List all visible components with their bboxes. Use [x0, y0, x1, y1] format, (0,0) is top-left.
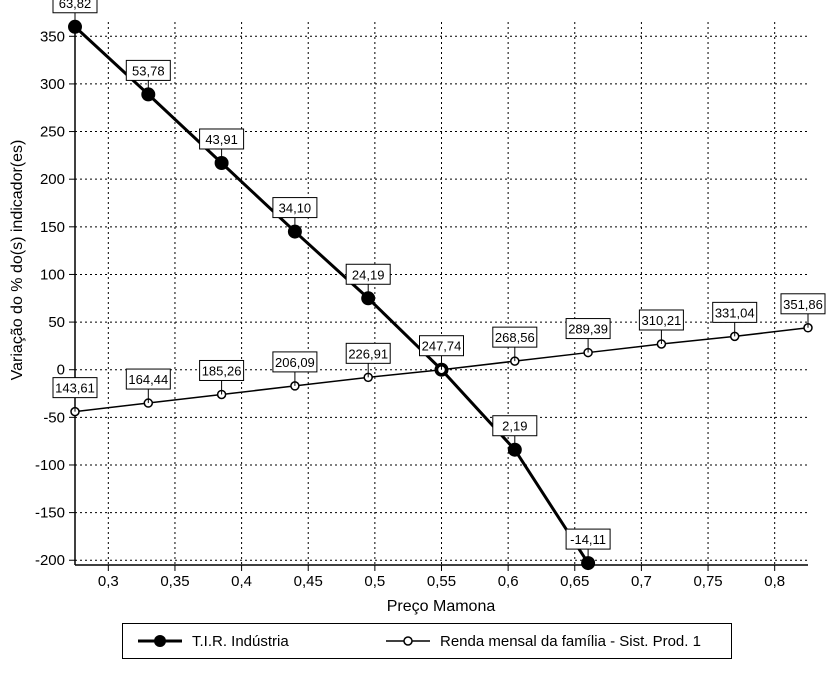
data-label-text: 185,26: [202, 363, 242, 378]
data-label-text: 164,44: [128, 372, 168, 387]
data-label-renda: 226,91: [345, 342, 391, 378]
data-label-box: [125, 59, 171, 81]
data-label-box: [272, 197, 318, 219]
data-label-box: [345, 263, 391, 285]
y-tick-label: 150: [40, 219, 65, 236]
x-tick-label: 0,5: [364, 573, 385, 590]
y-tick-label: 50: [48, 314, 65, 331]
data-label-box: [780, 293, 826, 315]
x-tick-label: 0,8: [764, 573, 785, 590]
data-label-renda: 289,39: [565, 318, 611, 353]
data-label-text: 247,74: [422, 339, 462, 354]
data-label-text: 2,19: [502, 419, 527, 434]
data-label-box: [125, 368, 171, 390]
data-label-box: [492, 326, 538, 348]
x-tick-label: 0,7: [631, 573, 652, 590]
x-tick-label: 0,55: [427, 573, 456, 590]
x-axis-title: Preço Mamona: [387, 598, 496, 615]
data-label-text: 206,09: [275, 355, 315, 370]
y-tick-label: 0: [57, 362, 65, 379]
data-label-tir: 43,91: [199, 128, 245, 163]
data-label-box: [492, 415, 538, 437]
data-label-renda: 143,61: [52, 377, 98, 412]
y-tick-label: -50: [43, 409, 65, 426]
data-label-text: 289,39: [568, 322, 608, 337]
y-tick-label: 300: [40, 76, 65, 93]
data-label-renda: 310,21: [638, 309, 684, 344]
data-label-text: 53,78: [132, 63, 165, 78]
data-label-renda: 247,74: [419, 335, 464, 370]
y-axis-title: Variação do % do(s) indicador(es): [9, 140, 26, 381]
data-label-box: [565, 528, 611, 550]
data-label-box: [272, 351, 318, 373]
data-label-tir: 53,78: [125, 59, 171, 95]
data-label-text: -14,11: [570, 532, 606, 547]
data-label-tir: 24,19: [345, 263, 391, 299]
y-tick-label: 250: [40, 124, 65, 141]
data-label-text: 143,61: [55, 381, 95, 396]
data-label-text: 226,91: [348, 346, 388, 361]
data-label-text: 24,19: [352, 267, 385, 282]
data-label-box: [199, 359, 245, 381]
data-label-text: 310,21: [642, 313, 682, 328]
y-tick-label: -100: [35, 457, 65, 474]
x-tick-label: 0,3: [98, 573, 119, 590]
data-label-text: 63,82: [59, 0, 92, 11]
data-label-text: 331,04: [715, 305, 755, 320]
grid-lines: [75, 22, 808, 565]
data-label-box: [712, 301, 758, 323]
y-tick-label: -200: [35, 552, 65, 569]
data-label-box: [419, 335, 464, 357]
data-label-tir: 63,82: [52, 0, 98, 27]
data-label-renda: 206,09: [272, 351, 318, 386]
x-tick-label: 0,65: [560, 573, 589, 590]
y-tick-label: 350: [40, 28, 65, 45]
data-label-box: [565, 318, 611, 340]
open-circle-marker-icon: [386, 636, 430, 646]
data-label-tir: 2,19: [492, 415, 538, 450]
y-axis-ticks: -200 -150 -100 -50 0 50 100 150 200 250 300 350: [35, 28, 75, 569]
x-tick-label: 0,35: [160, 573, 189, 590]
legend-label-renda: Renda mensal da família - Sist. Prod. 1: [440, 632, 701, 650]
filled-circle-marker-icon: [138, 635, 182, 647]
y-tick-label: 200: [40, 171, 65, 188]
legend-item-renda: Renda mensal da família - Sist. Prod. 1: [386, 624, 701, 658]
data-label-box: [52, 0, 98, 14]
data-label-box: [199, 128, 245, 150]
legend-item-tir: T.I.R. Indústria: [138, 624, 289, 658]
data-label-text: 34,10: [279, 201, 312, 216]
series-layer: [68, 19, 813, 571]
legend-label-tir: T.I.R. Indústria: [192, 632, 289, 650]
x-tick-label: 0,4: [231, 573, 252, 590]
data-label-box: [345, 342, 391, 364]
x-tick-label: 0,75: [693, 573, 722, 590]
series-line-tir: [73, 25, 590, 564]
legend: T.I.R. Indústria Renda mensal da família…: [122, 623, 732, 659]
x-axis-ticks: 0,3 0,35 0,4 0,45 0,5 0,55 0,6 0,65 0,7 0,75 0,8: [98, 565, 785, 590]
data-label-renda: 331,04: [712, 301, 758, 337]
y-tick-label: -150: [35, 505, 65, 522]
x-tick-label: 0,45: [294, 573, 323, 590]
data-label-renda: 185,26: [199, 359, 245, 395]
data-label-tir: -14,11: [565, 528, 611, 564]
data-labels-layer: 63,82 53,78 43,91 34,10 24,19 2,19 -14,11 143,6…: [52, 0, 826, 564]
data-label-text: 268,56: [495, 330, 535, 345]
data-label-renda: 351,86: [780, 293, 826, 328]
data-label-text: 351,86: [783, 297, 823, 312]
data-label-box: [52, 377, 98, 399]
data-label-text: 43,91: [205, 132, 238, 147]
data-label-renda: 164,44: [125, 368, 171, 404]
data-label-box: [638, 309, 684, 331]
y-tick-label: 100: [40, 266, 65, 283]
data-label-tir: 34,10: [272, 197, 318, 232]
x-tick-label: 0,6: [498, 573, 519, 590]
data-label-renda: 268,56: [492, 326, 538, 362]
